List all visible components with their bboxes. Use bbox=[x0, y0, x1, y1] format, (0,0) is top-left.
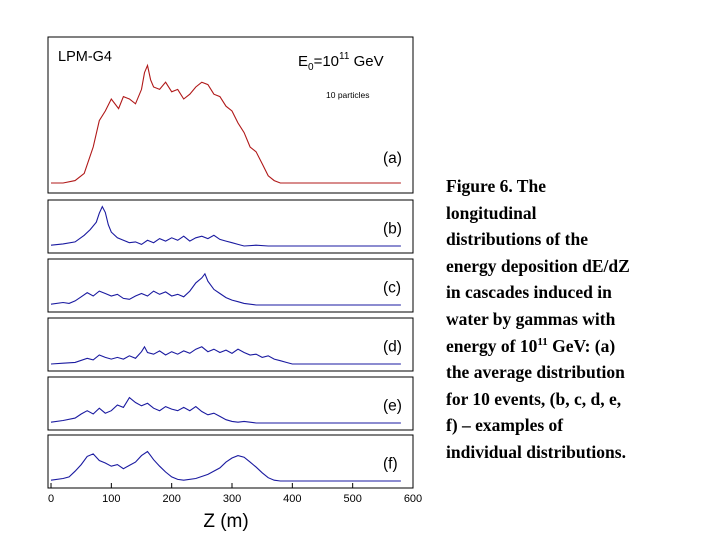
caption-line: individual distributions. bbox=[446, 441, 626, 462]
panel-label: (c) bbox=[383, 280, 401, 297]
caption-line: the average distribution bbox=[446, 362, 625, 383]
x-tick-label: 500 bbox=[343, 493, 361, 505]
caption-line: distributions of the bbox=[446, 229, 588, 250]
particles-note: 10 particles bbox=[326, 90, 369, 100]
energy-sub: 0 bbox=[308, 62, 314, 73]
panel-frame bbox=[47, 376, 414, 431]
energy-label: E0=1011 GeV bbox=[298, 51, 384, 73]
caption-energy-pre: energy of 10 bbox=[446, 335, 538, 356]
panel-5: (f) bbox=[47, 434, 414, 489]
energy-sup: 11 bbox=[339, 51, 350, 62]
panel-1: (b) bbox=[47, 199, 414, 254]
series-line bbox=[50, 345, 401, 365]
caption-line: in cascades induced in bbox=[446, 282, 612, 303]
panel-2: (c) bbox=[47, 258, 414, 313]
series-line bbox=[50, 272, 401, 306]
x-tick-label: 600 bbox=[404, 493, 422, 505]
panel-label: (b) bbox=[383, 221, 402, 238]
caption-line: for 10 events, (b, c, d, e, bbox=[446, 388, 622, 409]
x-tick-label: 400 bbox=[283, 493, 301, 505]
x-tick-label: 0 bbox=[48, 493, 54, 505]
panel-label: (e) bbox=[383, 398, 402, 415]
energy-unit: GeV bbox=[349, 53, 383, 70]
series-line bbox=[50, 205, 401, 247]
caption-line: water by gammas with bbox=[446, 308, 616, 329]
panel-4: (e) bbox=[47, 376, 414, 431]
caption-line: longitudinal bbox=[446, 202, 537, 223]
panels-layer: (a) (b) (c) (d) (e) (f) bbox=[47, 36, 414, 489]
panel-label: (f) bbox=[383, 456, 398, 473]
caption-line: energy deposition dE/dZ bbox=[446, 255, 630, 276]
caption-line-energy: energy of 1011 GeV: (a) bbox=[446, 333, 708, 360]
panel-frame bbox=[47, 434, 414, 489]
caption-energy-sup: 11 bbox=[537, 335, 548, 348]
x-tick-label: 300 bbox=[223, 493, 241, 505]
panel-3: (d) bbox=[47, 317, 414, 372]
panel-label: (d) bbox=[383, 339, 402, 356]
figure-chart: (a) (b) (c) (d) (e) (f) 0 100 200 300 400 500 600 L… bbox=[47, 36, 422, 532]
energy-prefix: E bbox=[298, 53, 308, 70]
series-line bbox=[50, 450, 401, 482]
figure-caption: Figure 6. The longitudinal distributions… bbox=[446, 173, 708, 466]
caption-line: f) – examples of bbox=[446, 415, 564, 436]
x-tick-label: 200 bbox=[162, 493, 180, 505]
panel-label: (a) bbox=[383, 150, 402, 167]
panel-frame bbox=[47, 36, 414, 194]
x-axis: 0 100 200 300 400 500 600 bbox=[48, 483, 422, 505]
caption-energy-post: GeV: (a) bbox=[547, 335, 616, 356]
energy-mid: =10 bbox=[314, 53, 339, 70]
panel-frame bbox=[47, 258, 414, 313]
chart-title: LPM-G4 bbox=[58, 49, 112, 65]
caption-line: Figure 6. The bbox=[446, 176, 546, 196]
panel-frame bbox=[47, 317, 414, 372]
x-tick-label: 100 bbox=[102, 493, 120, 505]
series-line bbox=[51, 63, 401, 184]
panel-0: (a) bbox=[47, 36, 414, 194]
panel-frame bbox=[47, 199, 414, 254]
series-line bbox=[50, 396, 401, 424]
x-axis-label: Z (m) bbox=[203, 511, 248, 532]
